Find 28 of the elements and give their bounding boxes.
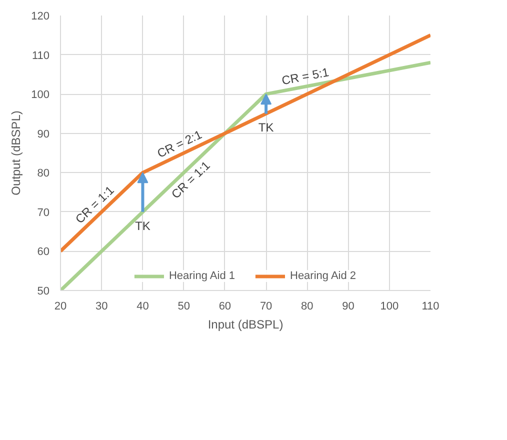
x-tick-label: 100 bbox=[380, 300, 399, 312]
y-tick-label: 100 bbox=[31, 89, 50, 102]
legend-label: Hearing Aid 1 bbox=[168, 270, 235, 282]
y-tick-label: 60 bbox=[37, 246, 50, 258]
x-axis-title: Input (dBSPL) bbox=[208, 318, 284, 332]
x-tick-label: 80 bbox=[301, 300, 314, 312]
x-tick-label: 70 bbox=[260, 300, 272, 312]
x-tick-label: 20 bbox=[54, 300, 67, 312]
y-axis-title: Output (dBSPL) bbox=[9, 110, 24, 196]
y-tick-label: 120 bbox=[31, 10, 50, 22]
x-tick-label: 50 bbox=[178, 300, 190, 312]
x-tick-label: 90 bbox=[342, 300, 354, 312]
annotation: TK bbox=[135, 218, 150, 233]
x-tick-label: 30 bbox=[95, 300, 108, 312]
x-tick-label: 40 bbox=[136, 300, 149, 312]
annotation: CR = 5:1 bbox=[280, 64, 330, 88]
annotation: CR = 2:1 bbox=[154, 127, 204, 161]
legend-label: Hearing Aid 2 bbox=[290, 270, 356, 282]
x-tick-label: 110 bbox=[422, 300, 440, 312]
annotation: CR = 1:1 bbox=[168, 158, 214, 202]
annotation: CR = 1:1 bbox=[72, 182, 117, 226]
annotation: TK bbox=[258, 120, 274, 135]
y-tick-label: 80 bbox=[37, 168, 50, 180]
y-tick-label: 70 bbox=[37, 206, 50, 219]
y-tick-label: 50 bbox=[37, 286, 50, 298]
x-tick-label: 60 bbox=[218, 300, 232, 312]
y-tick-label: 110 bbox=[32, 50, 50, 62]
y-tick-label: 90 bbox=[37, 128, 50, 140]
